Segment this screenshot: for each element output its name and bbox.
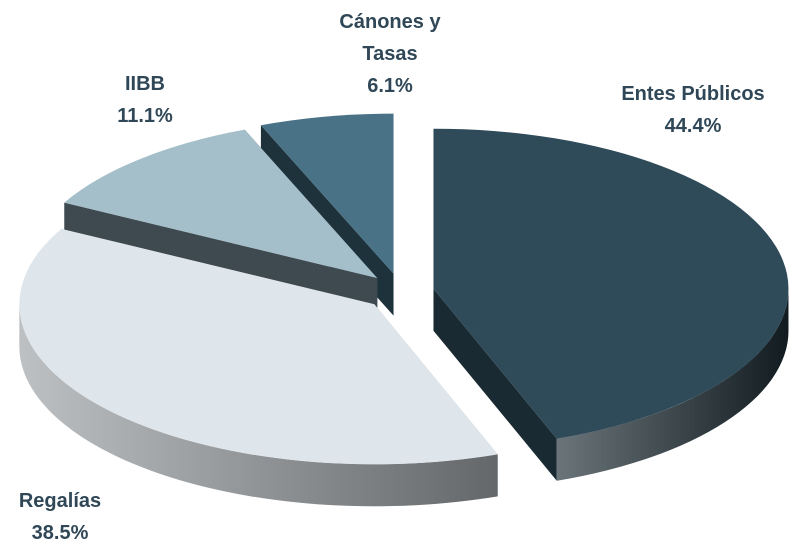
slice — [19, 228, 498, 465]
slice-label: Entes Públicos 44.4% — [593, 78, 793, 142]
slice-side — [433, 288, 557, 481]
label-value: 11.1% — [117, 105, 173, 127]
slice-wall-shade — [19, 304, 498, 507]
slice — [433, 128, 789, 439]
slice-wall-shade — [556, 288, 789, 481]
label-name: Entes Públicos — [621, 83, 765, 105]
slice-label: IIBB 11.1% — [95, 68, 195, 132]
label-value: 44.4% — [664, 115, 722, 137]
label-name: IIBB — [125, 73, 165, 95]
slice-label: Cánones y Tasas 6.1% — [330, 6, 450, 102]
slice — [260, 113, 394, 274]
label-name: Cánones y Tasas — [339, 11, 441, 65]
label-value: 6.1% — [367, 75, 413, 97]
label-name: Regalías — [18, 490, 102, 512]
label-value: 38.5% — [31, 522, 89, 544]
slice — [64, 129, 378, 279]
slice-label: Regalías 38.5% — [0, 485, 120, 546]
